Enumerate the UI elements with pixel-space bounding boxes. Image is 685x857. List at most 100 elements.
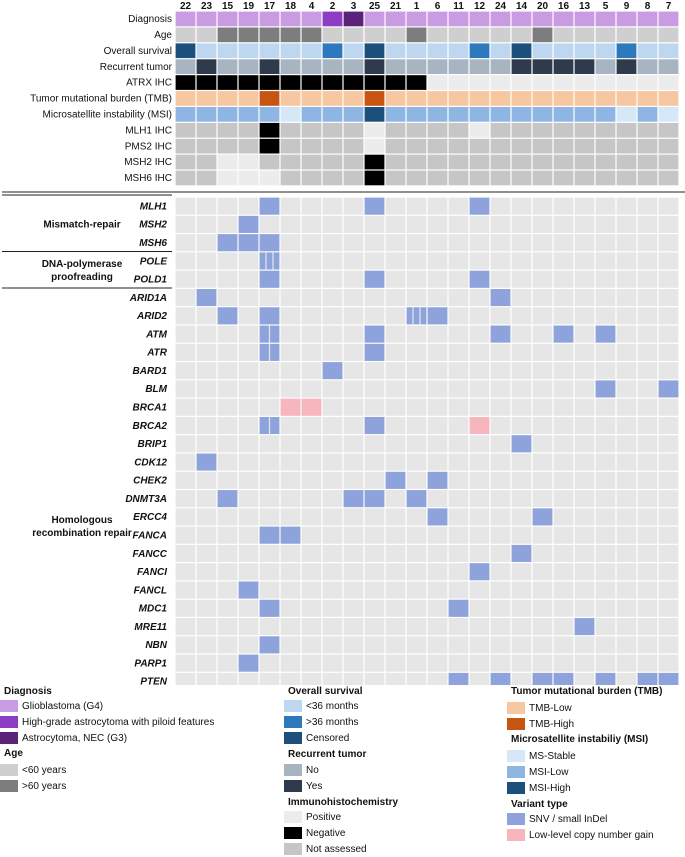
clinical-cell: [511, 27, 532, 43]
legend-os-censored: Censored: [284, 732, 349, 744]
gene-cell-empty: [616, 618, 637, 636]
gene-cell-empty: [427, 325, 448, 343]
variant-mark: [217, 490, 238, 508]
gene-cell-empty: [280, 471, 301, 489]
gene-cell-empty: [574, 654, 595, 672]
gene-cell-empty: [322, 289, 343, 307]
clinical-cell: [532, 43, 553, 59]
clinical-cell: [490, 107, 511, 122]
gene-cell-empty: [406, 599, 427, 617]
gene-cell-empty: [553, 581, 574, 599]
gene-cell-empty: [490, 544, 511, 562]
gene-cell-empty: [343, 289, 364, 307]
gene-cell-empty: [322, 343, 343, 361]
gene-cell-empty: [196, 544, 217, 562]
gene-cell-empty: [175, 416, 196, 435]
gene-cell-empty: [469, 618, 490, 636]
gene-cell-empty: [259, 654, 280, 672]
gene-cell-empty: [469, 654, 490, 672]
variant-mark: [574, 618, 595, 636]
gene-cell-empty: [196, 581, 217, 599]
clinical-cell: [343, 138, 364, 154]
clinical-cell: [574, 43, 595, 59]
gene-cell-empty: [280, 215, 301, 233]
gene-cell-empty: [448, 471, 469, 489]
clinical-cell: [490, 154, 511, 170]
clinical-cell: [301, 11, 322, 27]
gene-cell-empty: [280, 380, 301, 398]
gene-cell-empty: [364, 435, 385, 453]
clinical-cell: [532, 138, 553, 154]
gene-cell-empty: [322, 636, 343, 654]
clinical-cell: [217, 75, 238, 90]
gene-cell-empty: [532, 526, 553, 544]
gene-cell-empty: [469, 252, 490, 270]
gene-cell-empty: [658, 416, 679, 435]
gene-cell-empty: [364, 380, 385, 398]
variant-mark: [196, 453, 217, 471]
clinical-cell: [427, 122, 448, 138]
gene-cell-empty: [301, 270, 322, 288]
gene-label: MRE11: [134, 622, 167, 633]
clinical-cell: [532, 91, 553, 106]
gene-cell-empty: [385, 453, 406, 471]
clinical-cell: [175, 91, 196, 106]
clinical-cell: [427, 27, 448, 43]
gene-cell-empty: [175, 289, 196, 307]
gene-cell-empty: [196, 672, 217, 685]
gene-cell-empty: [595, 362, 616, 380]
gene-cell-empty: [343, 380, 364, 398]
gene-cell-empty: [658, 471, 679, 489]
gene-cell-empty: [217, 325, 238, 343]
clinical-cell: [343, 59, 364, 74]
gene-cell-empty: [658, 636, 679, 654]
gene-cell-empty: [658, 307, 679, 325]
gene-cell-empty: [427, 563, 448, 581]
gene-cell-empty: [196, 416, 217, 435]
gene-label: FANCI: [137, 567, 167, 578]
gene-cell-empty: [427, 636, 448, 654]
gene-cell-empty: [217, 471, 238, 489]
clinical-cell: [406, 107, 427, 122]
gene-cell-empty: [637, 252, 658, 270]
clinical-cell: [343, 91, 364, 106]
clinical-cell: [175, 154, 196, 170]
gene-cell-empty: [553, 416, 574, 435]
clinical-cell: [196, 122, 217, 138]
clinical-cell: [511, 11, 532, 27]
gene-cell-empty: [280, 289, 301, 307]
clinical-cell: [217, 107, 238, 122]
gene-cell-empty: [448, 453, 469, 471]
clinical-track-label: Overall survival: [104, 46, 172, 57]
clinical-cell: [532, 59, 553, 74]
gene-cell-empty: [238, 325, 259, 343]
gene-cell-empty: [217, 197, 238, 215]
gene-label: MSH2: [139, 220, 167, 231]
clinical-track-label: Tumor mutational burden (TMB): [30, 94, 172, 105]
gene-cell-empty: [574, 289, 595, 307]
gene-cell-empty: [532, 563, 553, 581]
patient-id-label: 4: [309, 1, 315, 12]
clinical-cell: [385, 154, 406, 170]
gene-cell-empty: [553, 362, 574, 380]
clinical-cell: [616, 75, 637, 90]
clinical-cell: [364, 138, 385, 154]
clinical-cell: [469, 43, 490, 59]
clinical-cell: [616, 138, 637, 154]
clinical-cell: [427, 170, 448, 186]
variant-mark: [553, 325, 574, 343]
gene-cell-empty: [553, 490, 574, 508]
legend-tmb-low: TMB-Low: [507, 702, 572, 714]
clinical-cell: [280, 107, 301, 122]
gene-cell-empty: [301, 289, 322, 307]
gene-cell-empty: [343, 416, 364, 435]
gene-cell-empty: [658, 453, 679, 471]
variant-mark: [270, 343, 280, 361]
patient-id-label: 19: [243, 1, 255, 12]
gene-cell-empty: [658, 581, 679, 599]
gene-cell-empty: [448, 325, 469, 343]
clinical-cell: [175, 107, 196, 122]
clinical-cell: [364, 122, 385, 138]
gene-cell-empty: [322, 599, 343, 617]
clinical-cell: [301, 59, 322, 74]
